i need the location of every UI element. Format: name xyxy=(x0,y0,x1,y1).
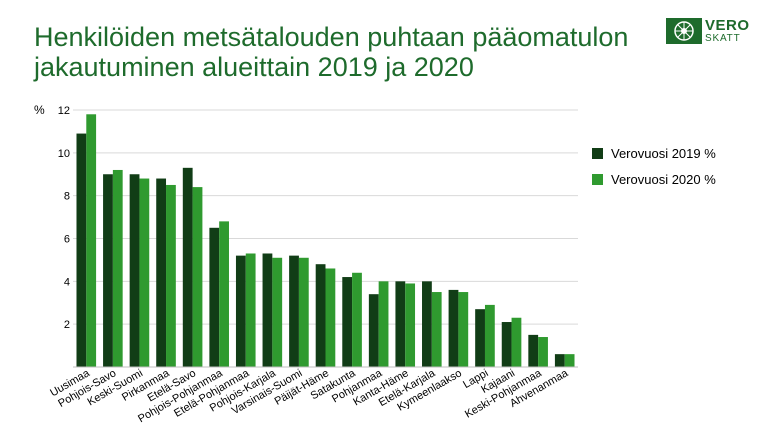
legend-label-2019: Verovuosi 2019 % xyxy=(611,146,716,161)
bar-2020 xyxy=(219,221,229,367)
bar-2019 xyxy=(395,281,406,367)
y-axis-label: % xyxy=(34,103,45,117)
y-tick-label: 8 xyxy=(64,191,70,203)
bar-2020 xyxy=(298,257,309,367)
bar-2019 xyxy=(528,334,539,367)
bar-2019 xyxy=(422,281,432,367)
bar-2020 xyxy=(564,354,575,367)
logo-text-skatt: SKATT xyxy=(705,33,741,44)
legend-swatch-2019 xyxy=(592,148,603,159)
title-line-2: jakautuminen alueittain 2019 ja 2020 xyxy=(34,52,474,82)
bar-2019 xyxy=(554,354,565,367)
bar-2019 xyxy=(448,289,459,367)
bar-2019 xyxy=(342,277,353,367)
bar-2019 xyxy=(235,255,246,367)
bar-2019 xyxy=(182,167,193,367)
bar-2020 xyxy=(139,178,150,367)
bar-2019 xyxy=(103,174,113,367)
bar-2019 xyxy=(501,322,512,367)
bar-2020 xyxy=(272,257,283,367)
y-tick-label: 2 xyxy=(64,319,70,331)
bar-2020 xyxy=(86,114,97,368)
bar-2019 xyxy=(289,255,299,367)
legend-item-2019: Verovuosi 2019 % xyxy=(592,146,752,162)
bar-2020 xyxy=(166,184,176,367)
bar-2019 xyxy=(129,174,140,367)
bar-2020 xyxy=(192,187,203,367)
bar-2019 xyxy=(262,253,273,367)
bar-2020 xyxy=(511,317,522,367)
y-tick-label: 10 xyxy=(58,148,70,160)
bar-2020 xyxy=(325,268,336,367)
y-tick-label: 6 xyxy=(64,234,70,246)
bar-2020 xyxy=(378,281,389,367)
legend-label-2020: Verovuosi 2020 % xyxy=(611,172,716,187)
bar-2019 xyxy=(209,227,220,367)
bar-2020 xyxy=(245,253,256,367)
bar-2020 xyxy=(352,272,362,367)
bar-2019 xyxy=(76,133,87,367)
legend-swatch-2020 xyxy=(592,174,603,185)
vero-logo: VERO SKATT xyxy=(666,18,749,48)
bar-2019 xyxy=(156,178,167,367)
bar-2019 xyxy=(315,264,326,367)
bar-2020 xyxy=(112,169,123,367)
bar-2020 xyxy=(431,292,442,367)
page-title: Henkilöiden metsätalouden puhtaan pääoma… xyxy=(34,22,674,82)
bar-2019 xyxy=(475,309,485,367)
y-tick-label: 12 xyxy=(58,105,70,117)
logo-text-vero: VERO xyxy=(705,17,750,34)
bar-2020 xyxy=(458,292,469,367)
bar-2020 xyxy=(484,304,495,367)
crest-icon xyxy=(666,18,702,44)
title-line-1: Henkilöiden metsätalouden puhtaan pääoma… xyxy=(34,22,629,52)
bar-2019 xyxy=(368,294,379,367)
y-tick-label: 4 xyxy=(64,276,70,288)
legend-item-2020: Verovuosi 2020 % xyxy=(592,172,752,188)
bar-2020 xyxy=(405,283,416,367)
bar-2020 xyxy=(538,337,548,367)
